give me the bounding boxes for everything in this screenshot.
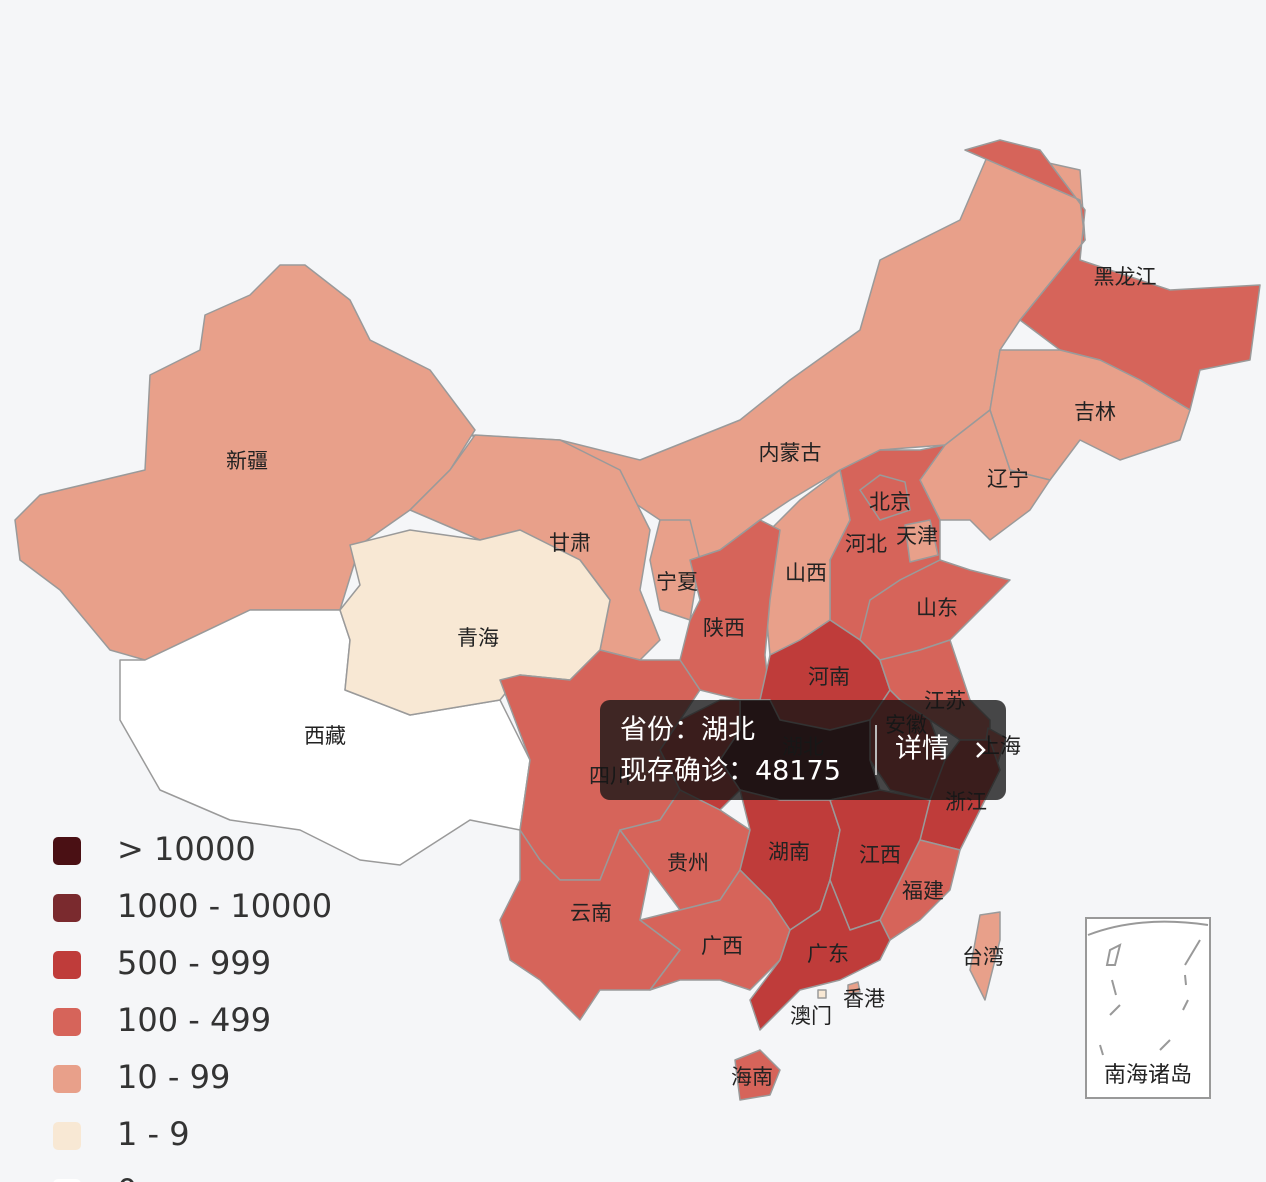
province-label: 湖南	[768, 840, 810, 864]
legend-swatch	[53, 951, 81, 979]
province	[639, 869, 791, 991]
province-label: 河北	[845, 532, 887, 556]
province-label: 北京	[869, 490, 911, 514]
legend-swatch	[53, 1179, 81, 1182]
legend-swatch	[53, 1008, 81, 1036]
inset-frame	[1085, 917, 1211, 1099]
legend-label: 500 - 999	[117, 944, 271, 982]
legend-label: 1000 - 10000	[117, 887, 332, 925]
inset-islands	[1087, 920, 1209, 1056]
province-label: 福建	[902, 879, 944, 903]
provinces	[14, 139, 1261, 1101]
legend-label: 10 - 99	[117, 1058, 230, 1096]
legend-label: 0	[117, 1172, 137, 1182]
province	[904, 519, 939, 563]
legend-label: 100 - 499	[117, 1001, 271, 1039]
legend-swatch	[53, 1122, 81, 1150]
legend-label: 1 - 9	[117, 1115, 190, 1153]
province-label: 辽宁	[987, 467, 1029, 491]
province-label: 台湾	[962, 945, 1004, 969]
province	[859, 474, 911, 521]
province	[817, 989, 827, 999]
province-label: 甘肃	[549, 531, 591, 555]
province-label: 山西	[785, 561, 827, 585]
province-label: 新疆	[226, 449, 268, 473]
province	[969, 911, 1001, 1001]
province-label: 澳门	[790, 1004, 832, 1028]
province-label: 宁夏	[656, 570, 698, 594]
inset-label: 南海诸岛	[1104, 1063, 1192, 1088]
province-label: 黑龙江	[1094, 265, 1157, 289]
legend-label: > 10000	[117, 830, 256, 868]
province-label: 吉林	[1074, 400, 1116, 424]
province-label: 青海	[457, 626, 499, 650]
province-label: 河南	[808, 665, 850, 689]
tooltip-count: 现存确诊：48175	[620, 756, 841, 787]
province-label: 广东	[807, 942, 849, 966]
province-label: 天津	[896, 524, 938, 548]
tooltip-chevron[interactable]	[976, 742, 986, 758]
province-label: 山东	[916, 596, 958, 620]
tooltip-province: 省份：湖北	[620, 715, 755, 746]
province	[847, 981, 861, 995]
province-label: 海南	[731, 1065, 773, 1089]
tooltip: 省份：湖北 现存确诊：48175 详情	[600, 700, 1006, 800]
province-label: 西藏	[304, 724, 346, 748]
south-sea-inset: 南海诸岛	[1085, 917, 1211, 1099]
province	[734, 1049, 781, 1101]
province	[964, 139, 1261, 411]
tooltip-box	[600, 700, 1006, 800]
province-label: 云南	[570, 901, 612, 925]
legend-swatch	[53, 837, 81, 865]
province-label: 陕西	[703, 616, 745, 640]
province-label: 贵州	[667, 851, 709, 875]
legend: > 10000 1000 - 10000 500 - 999 100 - 499 10 …	[53, 830, 332, 1182]
province	[879, 839, 961, 941]
province-label: 广西	[701, 934, 743, 958]
legend-swatch	[53, 1065, 81, 1093]
province-label: 内蒙古	[759, 441, 822, 465]
province-label: 江西	[859, 843, 901, 867]
province	[749, 879, 891, 1031]
tooltip-details[interactable]: 详情	[895, 734, 949, 765]
province	[14, 264, 476, 661]
province-label: 香港	[843, 987, 885, 1011]
legend-swatch	[53, 894, 81, 922]
